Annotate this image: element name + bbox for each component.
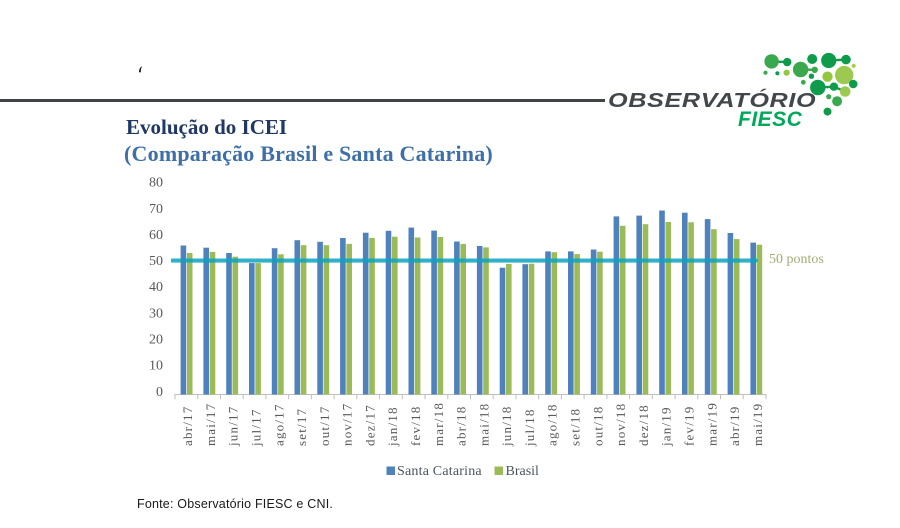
svg-text:40: 40 [149, 280, 163, 295]
svg-text:mar/18: mar/18 [431, 402, 446, 446]
svg-text:fev/18: fev/18 [408, 406, 423, 446]
svg-text:0: 0 [156, 385, 163, 400]
svg-text:Brasil: Brasil [506, 464, 540, 479]
svg-text:60: 60 [149, 228, 163, 243]
svg-text:nov/17: nov/17 [340, 403, 355, 446]
svg-text:dez/17: dez/17 [362, 404, 377, 446]
svg-text:abr/17: abr/17 [180, 406, 195, 446]
svg-text:jan/19: jan/19 [659, 406, 674, 447]
svg-text:10: 10 [149, 359, 163, 374]
svg-text:mai/17: mai/17 [203, 403, 218, 446]
svg-text:abr/19: abr/19 [727, 406, 742, 446]
svg-text:mai/18: mai/18 [476, 403, 491, 446]
svg-text:ago/18: ago/18 [545, 403, 560, 446]
svg-text:set/17: set/17 [294, 408, 309, 446]
svg-text:30: 30 [149, 306, 163, 321]
svg-text:jun/17: jun/17 [226, 406, 241, 447]
svg-text:50 pontos: 50 pontos [769, 252, 824, 267]
svg-text:out/17: out/17 [317, 406, 332, 446]
svg-text:jun/18: jun/18 [499, 406, 514, 447]
svg-text:70: 70 [149, 202, 163, 217]
svg-text:50: 50 [149, 254, 163, 269]
svg-text:Santa Catarina: Santa Catarina [397, 464, 482, 479]
svg-text:dez/18: dez/18 [636, 404, 651, 446]
svg-text:jan/18: jan/18 [385, 406, 400, 447]
svg-text:abr/18: abr/18 [454, 406, 469, 446]
svg-text:ago/17: ago/17 [271, 403, 286, 446]
svg-text:jul/17: jul/17 [249, 408, 264, 447]
svg-text:jul/18: jul/18 [522, 408, 537, 447]
svg-text:mai/19: mai/19 [750, 403, 765, 446]
svg-text:80: 80 [149, 176, 163, 191]
svg-text:fev/19: fev/19 [682, 406, 697, 446]
svg-text:nov/18: nov/18 [613, 403, 628, 446]
svg-text:out/18: out/18 [590, 406, 605, 446]
svg-text:20: 20 [149, 333, 163, 348]
svg-text:set/18: set/18 [568, 408, 583, 446]
svg-text:mar/19: mar/19 [704, 402, 719, 446]
